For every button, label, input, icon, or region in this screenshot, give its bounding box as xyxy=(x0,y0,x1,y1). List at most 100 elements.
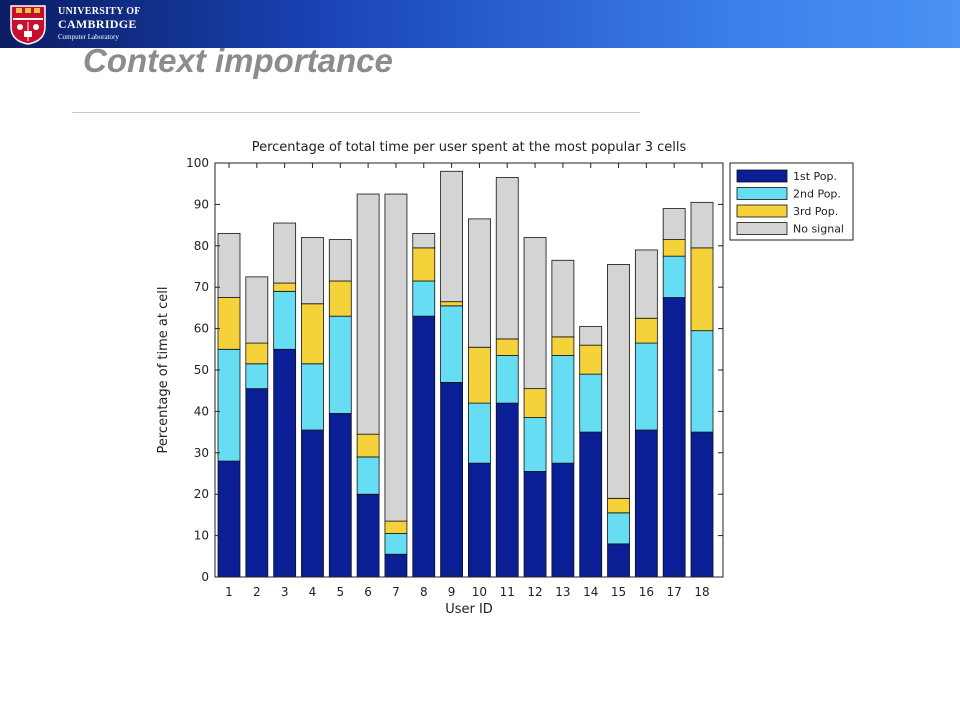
bar-user-13-series-3 xyxy=(551,336,575,356)
x-tick-label-3: 3 xyxy=(281,585,289,599)
bar-user-6-series-1 xyxy=(356,493,380,578)
bar-user-4-series-2 xyxy=(301,363,324,431)
logo-line-department: Computer Laboratory xyxy=(58,33,119,41)
y-tick-label-90: 90 xyxy=(194,197,209,211)
logo-text: UNIVERSITY OF CAMBRIDGE Computer Laborat… xyxy=(58,6,141,43)
x-axis-label: User ID xyxy=(445,602,493,617)
x-tick-label-17: 17 xyxy=(667,585,682,599)
bars-group xyxy=(217,170,714,578)
bar-user-14-series-2 xyxy=(579,373,603,433)
bar-user-17-series-1 xyxy=(662,297,686,578)
legend-label-1: 1st Pop. xyxy=(793,170,837,183)
x-tick-label-12: 12 xyxy=(527,585,542,599)
x-tick-label-1: 1 xyxy=(225,585,233,599)
bar-user-2-series-2 xyxy=(245,363,269,390)
y-tick-label-10: 10 xyxy=(194,529,209,543)
x-tick-label-6: 6 xyxy=(364,585,372,599)
x-tick-label-14: 14 xyxy=(583,585,598,599)
bar-user-6-series-4 xyxy=(356,193,380,435)
bar-user-17-series-2 xyxy=(662,255,686,298)
bar-user-8-series-1 xyxy=(412,315,436,578)
bar-user-17-series-4 xyxy=(662,208,686,240)
bar-user-1-series-2 xyxy=(217,348,241,462)
x-axis-ticks: 1 2 3 4 5 6 7 8 9 10 11 12 13 14 15 16 17 18 xyxy=(225,163,710,599)
bar-user-3-series-2 xyxy=(273,290,297,350)
bar-user-10-series-1 xyxy=(468,462,491,578)
bar-user-9-series-1 xyxy=(440,382,463,578)
legend: 1st Pop. 2nd Pop. 3rd Pop. No signal xyxy=(729,162,854,241)
y-axis-ticks: 0 10 20 30 40 50 60 70 80 90 100 xyxy=(186,156,723,584)
legend-label-2: 2nd Pop. xyxy=(793,188,841,201)
y-tick-label-40: 40 xyxy=(194,404,209,418)
bar-user-16-series-1 xyxy=(634,429,658,578)
bar-user-3-series-3 xyxy=(273,282,297,292)
y-tick-label-100: 100 xyxy=(186,156,209,170)
x-tick-label-9: 9 xyxy=(448,585,456,599)
bar-user-18-series-1 xyxy=(690,431,714,578)
x-tick-label-13: 13 xyxy=(555,585,570,599)
bar-user-1-series-4 xyxy=(217,232,241,298)
bar-user-12-series-1 xyxy=(523,471,547,578)
bar-user-9-series-4 xyxy=(440,170,463,303)
y-tick-label-60: 60 xyxy=(194,322,209,336)
bar-user-12-series-3 xyxy=(523,388,547,419)
bar-user-16-series-3 xyxy=(634,317,658,344)
bar-user-15-series-3 xyxy=(607,497,630,514)
bar-user-9-series-2 xyxy=(440,305,463,383)
bar-user-4-series-4 xyxy=(301,237,324,305)
cambridge-crest-icon xyxy=(10,5,46,45)
bar-user-4-series-3 xyxy=(301,303,324,365)
x-tick-label-8: 8 xyxy=(420,585,428,599)
bar-user-17-series-3 xyxy=(662,239,686,257)
bar-user-7-series-4 xyxy=(384,193,408,522)
bar-user-11-series-1 xyxy=(495,402,519,578)
bar-user-11-series-3 xyxy=(495,338,519,356)
bar-user-14-series-3 xyxy=(579,344,603,375)
y-tick-label-20: 20 xyxy=(194,487,209,501)
bar-user-10-series-2 xyxy=(468,402,491,464)
bar-user-10-series-4 xyxy=(468,218,491,348)
x-tick-label-7: 7 xyxy=(392,585,400,599)
bar-user-18-series-2 xyxy=(690,330,714,433)
y-tick-label-0: 0 xyxy=(201,570,209,584)
x-tick-label-2: 2 xyxy=(253,585,261,599)
bar-user-6-series-2 xyxy=(356,456,380,495)
chart-title: Percentage of total time per user spent … xyxy=(252,140,687,155)
bar-user-14-series-1 xyxy=(579,431,603,578)
x-tick-label-11: 11 xyxy=(500,585,515,599)
y-tick-label-50: 50 xyxy=(194,363,209,377)
title-divider xyxy=(72,112,640,113)
legend-swatch-1 xyxy=(736,169,788,183)
legend-label-3: 3rd Pop. xyxy=(793,205,838,218)
legend-swatch-2 xyxy=(736,187,788,200)
bar-user-11-series-2 xyxy=(495,355,519,404)
bar-user-1-series-1 xyxy=(217,460,241,578)
bar-user-8-series-4 xyxy=(412,232,436,249)
bar-user-7-series-3 xyxy=(384,520,408,534)
legend-label-4: No signal xyxy=(793,223,844,236)
bar-user-5-series-4 xyxy=(328,239,352,282)
y-tick-label-80: 80 xyxy=(194,239,209,253)
bar-user-5-series-2 xyxy=(328,315,352,414)
bar-user-8-series-2 xyxy=(412,280,436,317)
y-tick-label-30: 30 xyxy=(194,446,209,460)
logo-line-university-of: UNIVERSITY OF xyxy=(58,6,141,17)
bar-user-10-series-3 xyxy=(468,346,491,404)
x-tick-label-15: 15 xyxy=(611,585,626,599)
header-bar: UNIVERSITY OF CAMBRIDGE Computer Laborat… xyxy=(0,0,960,48)
bar-user-16-series-2 xyxy=(634,342,658,431)
bar-user-9-series-3 xyxy=(440,301,463,307)
bar-user-18-series-4 xyxy=(690,201,714,249)
bar-user-13-series-1 xyxy=(551,462,575,578)
bar-user-14-series-4 xyxy=(579,326,603,346)
bar-user-13-series-4 xyxy=(551,259,575,338)
x-tick-label-16: 16 xyxy=(639,585,654,599)
bar-user-18-series-3 xyxy=(690,247,714,332)
slide-title: Context importance xyxy=(83,42,393,79)
bar-user-5-series-3 xyxy=(328,280,352,317)
bar-user-7-series-2 xyxy=(384,533,408,555)
bar-user-16-series-4 xyxy=(634,249,658,319)
bar-user-15-series-2 xyxy=(607,512,630,545)
bar-user-11-series-4 xyxy=(495,177,519,340)
